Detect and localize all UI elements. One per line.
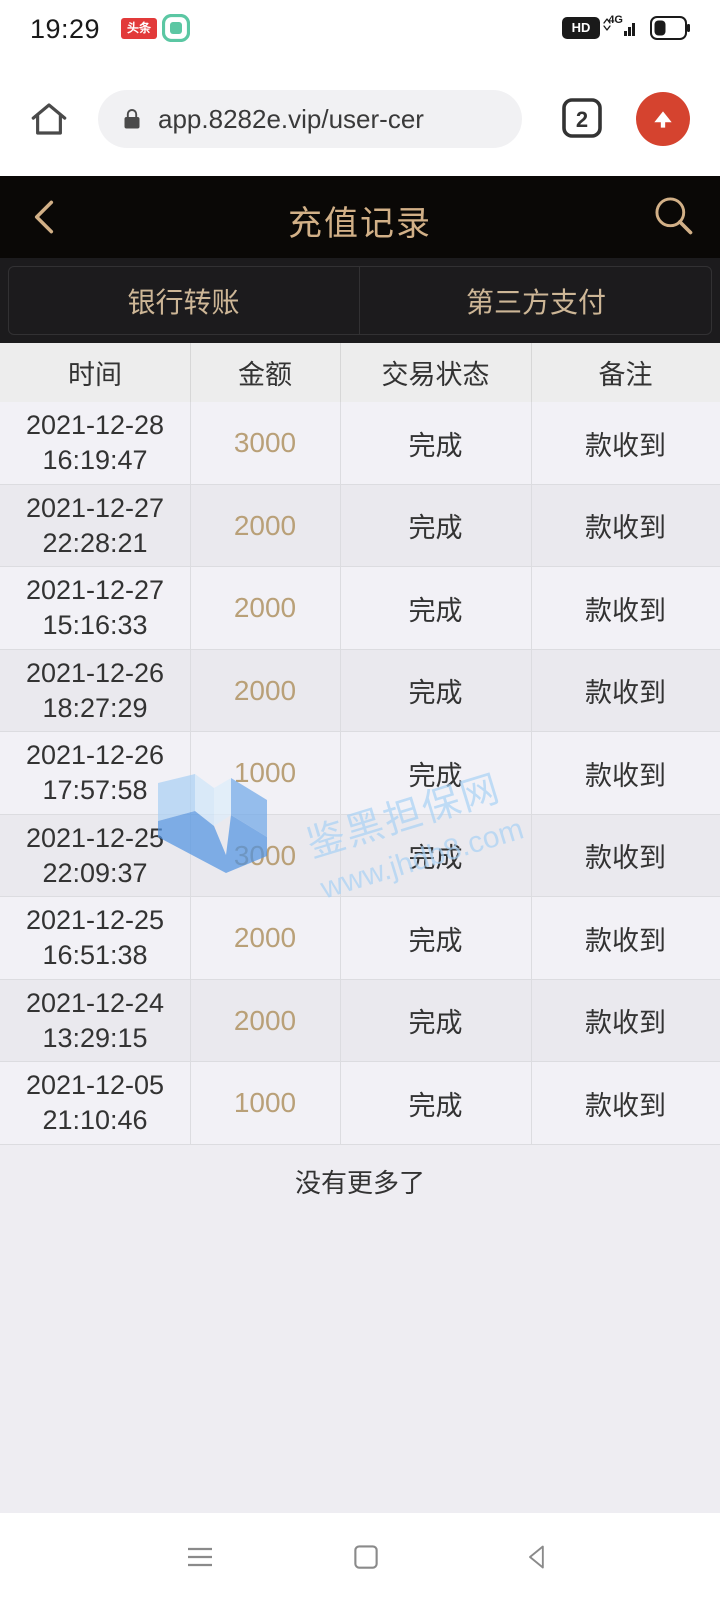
svg-text:2: 2 (576, 107, 588, 132)
